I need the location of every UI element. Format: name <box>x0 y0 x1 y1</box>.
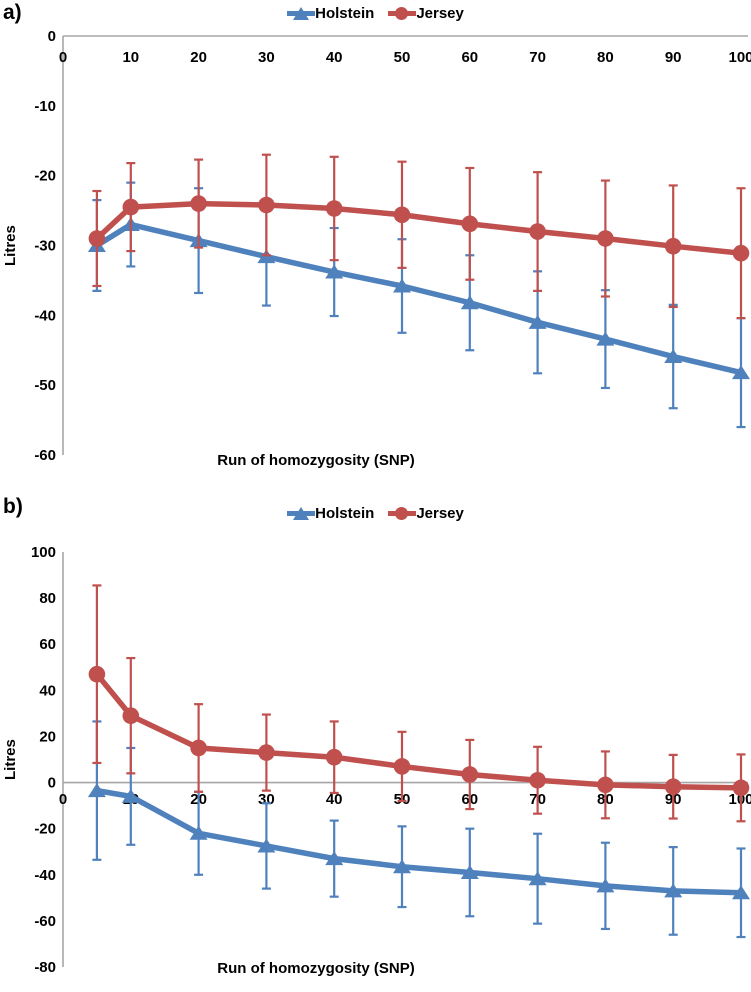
y-tick-label: -20 <box>34 168 56 185</box>
holstein-triangle-marker-icon <box>287 6 316 21</box>
marker-circle-jersey <box>732 779 750 797</box>
x-tick-label: 100 <box>728 791 751 808</box>
y-tick-label: -20 <box>34 821 56 838</box>
panel-label-a: a) <box>3 1 22 24</box>
marker-triangle-holstein <box>393 859 411 874</box>
marker-circle-jersey <box>190 739 207 757</box>
marker-triangle-holstein <box>460 864 479 879</box>
legend-item-holstein: Holstein <box>287 505 374 522</box>
marker-circle-jersey <box>88 665 106 683</box>
legend-label-holstein: Holstein <box>315 504 375 522</box>
x-tick-label: 50 <box>394 49 411 66</box>
y-tick-label: 80 <box>39 590 56 607</box>
marker-triangle-holstein <box>257 838 276 853</box>
marker-circle-jersey <box>597 230 614 247</box>
y-tick-label: -80 <box>34 959 56 976</box>
x-tick-label: 0 <box>59 49 67 66</box>
legend-chart-a: Holstein Jersey <box>0 3 751 23</box>
panel-label-b: b) <box>3 495 23 518</box>
marker-triangle-holstein <box>325 264 344 279</box>
x-tick-label: 40 <box>326 791 343 808</box>
x-tick-label: 100 <box>728 49 751 66</box>
x-axis-title-chart-a: Run of homozygosity (SNP) <box>217 452 415 469</box>
marker-circle-jersey <box>664 778 682 796</box>
legend-label-jersey: Jersey <box>416 504 464 522</box>
x-tick-label: 40 <box>326 49 343 66</box>
x-tick-label: 80 <box>597 49 614 66</box>
y-tick-label: 20 <box>39 728 56 745</box>
x-tick-label: 30 <box>258 49 275 66</box>
y-tick-label: 0 <box>48 775 56 792</box>
marker-circle-jersey <box>529 771 546 789</box>
x-axis-title-chart-b: Run of homozygosity (SNP) <box>217 960 415 977</box>
marker-triangle-holstein <box>121 788 140 803</box>
y-tick-label: -50 <box>34 377 56 394</box>
marker-triangle-holstein <box>393 278 411 293</box>
marker-triangle-holstein <box>189 825 208 840</box>
marker-circle-jersey <box>122 198 140 216</box>
marker-circle-jersey <box>122 707 140 724</box>
marker-circle-jersey <box>461 215 479 233</box>
marker-circle-jersey <box>664 237 682 255</box>
y-tick-label: -30 <box>34 238 56 255</box>
series-line-jersey <box>94 671 744 791</box>
marker-circle-jersey <box>732 244 750 262</box>
marker-triangle-holstein <box>664 349 683 364</box>
x-tick-label: 60 <box>461 49 478 66</box>
marker-circle-jersey <box>393 758 411 775</box>
marker-circle-jersey <box>258 744 275 761</box>
legend-item-jersey: Jersey <box>388 505 464 522</box>
x-tick-label: 10 <box>122 49 139 66</box>
y-tick-label: 0 <box>48 28 56 45</box>
marker-triangle-holstein <box>596 878 615 893</box>
marker-circle-jersey <box>597 776 614 794</box>
y-axis-title-chart-b: Litres <box>2 739 19 781</box>
y-tick-label: 60 <box>39 636 56 653</box>
y-tick-label: -60 <box>34 913 56 930</box>
marker-triangle-holstein <box>732 885 750 900</box>
y-tick-label: -40 <box>34 307 56 324</box>
y-tick-label: 100 <box>31 544 56 561</box>
legend-item-jersey: Jersey <box>388 5 464 22</box>
jersey-circle-marker-icon <box>388 506 417 521</box>
legend-item-holstein: Holstein <box>287 5 374 22</box>
marker-triangle-holstein <box>596 331 615 346</box>
marker-circle-jersey <box>325 748 343 766</box>
y-tick-label: 40 <box>39 682 56 699</box>
marker-circle-jersey <box>325 200 343 217</box>
marker-circle-jersey <box>88 230 106 247</box>
marker-triangle-holstein <box>87 783 106 798</box>
marker-triangle-holstein <box>528 871 547 886</box>
y-axis-title-chart-a: Litres <box>2 225 19 267</box>
y-tick-label: -60 <box>34 447 56 464</box>
legend-chart-b: Holstein Jersey <box>0 503 751 523</box>
marker-circle-jersey <box>529 223 546 240</box>
x-tick-label: 0 <box>59 791 67 808</box>
y-tick-label: -40 <box>34 867 56 884</box>
marker-circle-jersey <box>393 206 411 224</box>
marker-triangle-holstein <box>732 365 750 380</box>
x-tick-label: 70 <box>529 49 546 66</box>
legend-label-jersey: Jersey <box>416 4 464 22</box>
marker-triangle-holstein <box>664 883 683 898</box>
marker-circle-jersey <box>258 196 275 214</box>
jersey-circle-marker-icon <box>388 6 417 21</box>
marker-triangle-holstein <box>460 295 479 310</box>
marker-circle-jersey <box>190 195 207 212</box>
marker-triangle-holstein <box>528 314 547 329</box>
x-tick-label: 90 <box>665 49 682 66</box>
marker-circle-jersey <box>461 766 479 783</box>
holstein-triangle-marker-icon <box>287 506 316 521</box>
x-tick-label: 20 <box>190 49 207 66</box>
marker-triangle-holstein <box>325 851 344 866</box>
y-tick-label: -10 <box>34 98 56 115</box>
legend-label-holstein: Holstein <box>315 4 375 22</box>
